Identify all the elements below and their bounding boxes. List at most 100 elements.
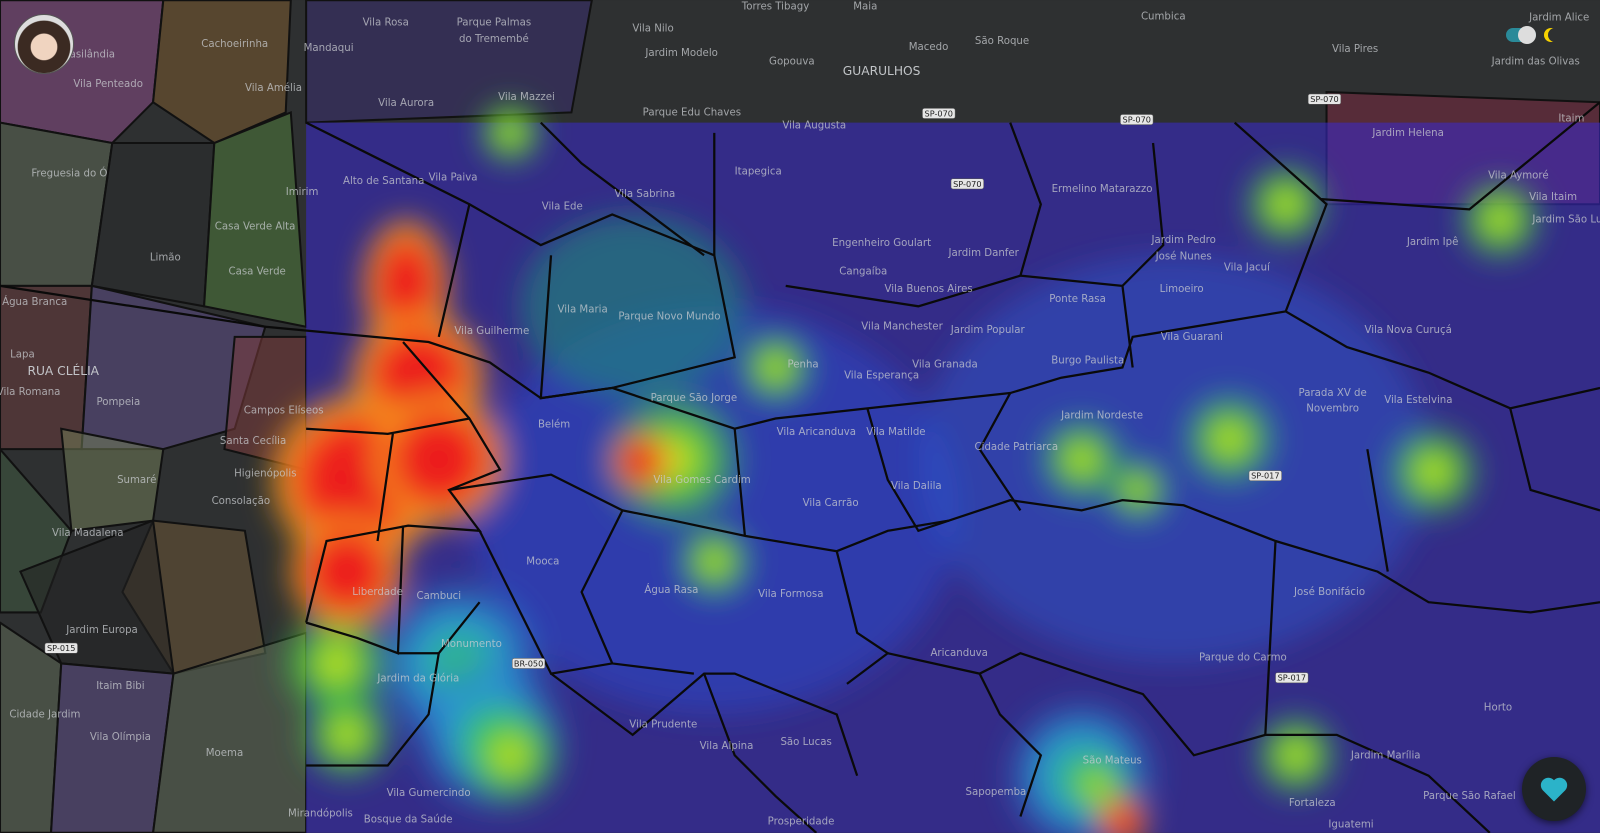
place-label: Jardim Pedro bbox=[1150, 235, 1215, 246]
place-label: Jardim Nordeste bbox=[1060, 410, 1143, 421]
place-label: Jardim Europa bbox=[65, 625, 138, 636]
place-label: Vila Guilherme bbox=[454, 326, 529, 337]
favorite-button[interactable] bbox=[1522, 757, 1586, 821]
road-shield bbox=[511, 658, 546, 669]
place-label: Higienópolis bbox=[234, 468, 296, 480]
place-label: Vila Madalena bbox=[52, 528, 123, 539]
place-label: Novembro bbox=[1306, 403, 1359, 414]
place-label: Penha bbox=[787, 359, 818, 370]
place-label: Cidade Patriarca bbox=[975, 442, 1059, 453]
road-shield-label: SP-017 bbox=[1251, 471, 1279, 481]
place-label: Vila Olímpia bbox=[90, 731, 151, 743]
place-label: Ermelino Matarazzo bbox=[1052, 184, 1153, 195]
place-label: Vila Matilde bbox=[866, 427, 925, 438]
place-label: Vila Mazzei bbox=[498, 92, 555, 103]
place-label: Prosperidade bbox=[768, 817, 835, 828]
place-label: Jardim Ipê bbox=[1406, 236, 1458, 248]
place-label: Cumbica bbox=[1141, 12, 1186, 23]
place-label: Vila Prudente bbox=[629, 720, 697, 731]
place-label: Jardim Alice bbox=[1528, 13, 1589, 24]
place-label: Mooca bbox=[526, 556, 559, 567]
place-label: Vila Guarani bbox=[1161, 332, 1223, 343]
place-label: Bosque da Saúde bbox=[364, 814, 453, 826]
place-label: Vila Gumercindo bbox=[387, 788, 471, 799]
place-label: Jardim Danfer bbox=[948, 248, 1020, 259]
place-label: Cachoeirinha bbox=[201, 39, 268, 50]
place-label: Cidade Jardim bbox=[9, 709, 80, 720]
place-label: José Nunes bbox=[1155, 250, 1212, 262]
place-label: Vila Augusta bbox=[782, 121, 846, 132]
place-label: Vila Amélia bbox=[245, 82, 302, 94]
place-label: Lapa bbox=[10, 349, 35, 360]
heart-icon bbox=[1540, 777, 1568, 802]
place-label: Mirandópolis bbox=[288, 807, 353, 819]
road-shield-label: SP-070 bbox=[1123, 115, 1151, 125]
road-shield-label: SP-070 bbox=[953, 179, 981, 189]
place-label: Jardim Helena bbox=[1371, 128, 1443, 139]
place-label: Sumaré bbox=[117, 474, 156, 486]
place-label: Imirim bbox=[286, 187, 319, 198]
place-label: Parque São Rafael bbox=[1423, 791, 1516, 802]
place-label: Pompeia bbox=[96, 397, 140, 408]
place-label: Água Branca bbox=[2, 295, 67, 308]
place-label: Iguatemi bbox=[1328, 820, 1373, 831]
road-shield bbox=[950, 178, 984, 190]
place-label: Limão bbox=[150, 252, 181, 263]
road-shield bbox=[44, 642, 78, 654]
place-label: Aricanduva bbox=[930, 648, 987, 659]
place-label: Itaim Bibi bbox=[96, 681, 144, 692]
road-shield-label: SP-015 bbox=[47, 643, 75, 653]
place-label: Ponte Rasa bbox=[1049, 294, 1106, 305]
road-shield bbox=[1248, 470, 1282, 482]
place-label: São Mateus bbox=[1083, 755, 1142, 766]
place-label: Belém bbox=[538, 419, 570, 431]
place-label: Vila Jacuí bbox=[1224, 262, 1271, 274]
place-label: Consolação bbox=[212, 496, 271, 507]
place-label: Vila Esperança bbox=[844, 371, 919, 382]
place-label: Vila Estelvina bbox=[1384, 395, 1452, 406]
place-label: Vila Romana bbox=[0, 387, 60, 398]
place-label: Mandaqui bbox=[304, 43, 354, 54]
place-label: Vila Nova Curuçá bbox=[1365, 324, 1452, 336]
place-label: Cambuci bbox=[416, 591, 461, 602]
place-label: Vila Sabrina bbox=[614, 189, 675, 200]
place-label: Vila Pires bbox=[1332, 44, 1378, 55]
user-avatar[interactable] bbox=[14, 14, 74, 74]
place-label: Moema bbox=[206, 748, 243, 759]
place-label: Parque Edu Chaves bbox=[643, 107, 741, 118]
place-label: Horto bbox=[1484, 702, 1512, 713]
moon-icon bbox=[1548, 28, 1562, 42]
place-label: Gopouva bbox=[769, 56, 815, 67]
road-shield-label: SP-070 bbox=[1310, 94, 1338, 104]
place-label: Torres Tibagy bbox=[741, 1, 809, 12]
place-label: Vila Carrão bbox=[803, 498, 859, 509]
place-label: Jardim Modelo bbox=[644, 48, 718, 59]
road-shield bbox=[1275, 672, 1309, 684]
place-label: Engenheiro Goulart bbox=[832, 238, 931, 249]
place-label: Freguesia do Ó bbox=[31, 167, 107, 180]
theme-toggle[interactable] bbox=[1506, 26, 1536, 44]
place-label: Jardim Popular bbox=[950, 325, 1026, 336]
heatmap bbox=[265, 97, 1546, 833]
place-label: Parque Palmas bbox=[457, 18, 532, 29]
place-label: Vila Buenos Aires bbox=[884, 284, 972, 295]
road-shield bbox=[922, 108, 956, 119]
place-label: Jardim Marília bbox=[1350, 749, 1421, 761]
place-label: Vila Aricanduva bbox=[777, 427, 856, 438]
place-label: Sapopemba bbox=[966, 787, 1027, 798]
place-label: São Roque bbox=[975, 36, 1029, 47]
place-label: José Bonifácio bbox=[1293, 586, 1365, 598]
place-label: Parque São Jorge bbox=[651, 393, 738, 404]
place-label: Vila Ede bbox=[542, 201, 583, 212]
place-label: Vila Aymoré bbox=[1488, 170, 1549, 182]
place-label: Maia bbox=[853, 1, 877, 12]
place-label: Vila Manchester bbox=[861, 322, 943, 333]
place-label: Parada XV de bbox=[1299, 388, 1367, 399]
place-label: Limoeiro bbox=[1160, 284, 1204, 295]
place-label: Vila Paiva bbox=[429, 173, 478, 184]
place-label: Parque Novo Mundo bbox=[618, 312, 720, 323]
place-label: Jardim São Luís bbox=[1531, 214, 1600, 226]
